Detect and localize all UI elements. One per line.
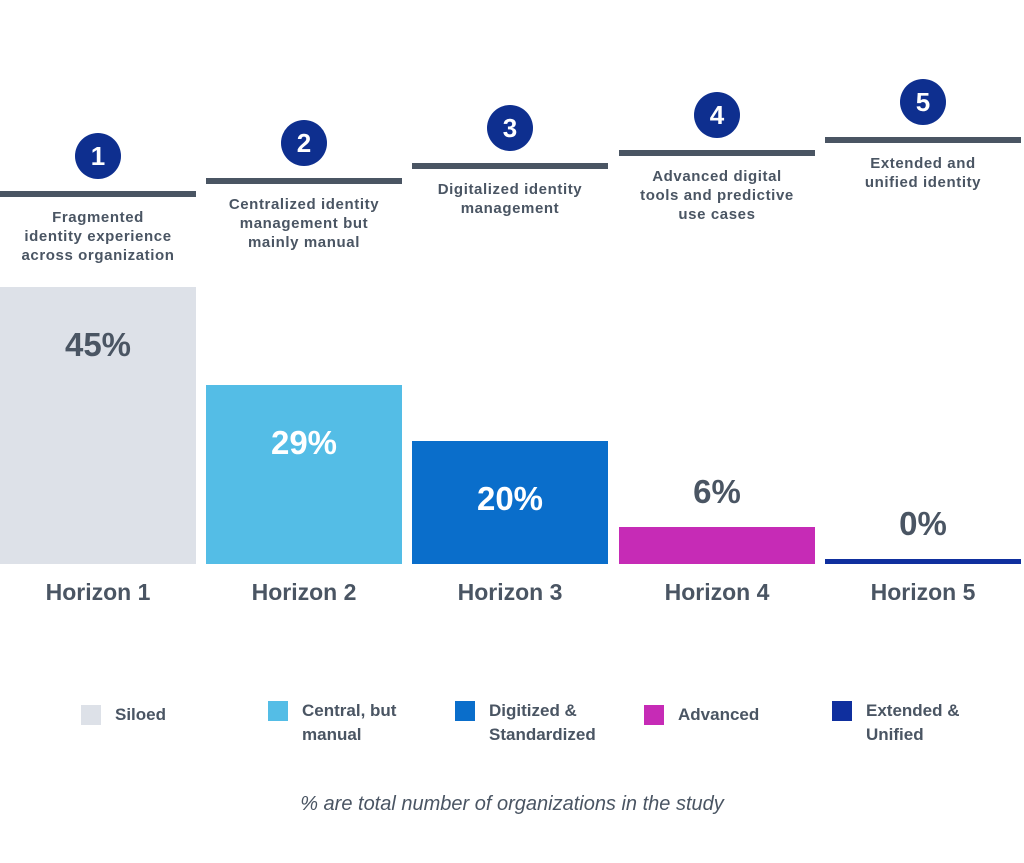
- header-rule: [619, 150, 815, 156]
- footnote: % are total number of organizations in t…: [300, 793, 724, 815]
- legend-label: Extended & Unified: [866, 701, 960, 744]
- category-label: Horizon 1: [45, 579, 151, 605]
- legend-label: Advanced: [678, 705, 760, 724]
- description-line: Advanced digital: [652, 168, 782, 185]
- description-line: across organization: [21, 247, 175, 264]
- description-line: mainly manual: [247, 234, 360, 251]
- description-line: unified identity: [864, 174, 982, 191]
- legend-swatch: [455, 701, 475, 721]
- category-label: Horizon 3: [457, 579, 563, 605]
- bar-horizon-5: [825, 559, 1021, 564]
- column-horizon-4: 4 Advanced digital tools and predictive use…: [619, 0, 815, 620]
- header-rule: [0, 191, 196, 197]
- category-label: Horizon 4: [664, 579, 770, 605]
- legend-swatch: [644, 705, 664, 725]
- description-line: management but: [239, 215, 369, 232]
- horizon-badge: 4: [694, 92, 740, 138]
- column-horizon-5: 5 Extended and unified identity 0% Horizon 5: [825, 0, 1021, 620]
- description-line: Digitalized identity: [437, 181, 583, 198]
- column-horizon-3: 3 Digitalized identity management 20% Horizo…: [412, 0, 608, 620]
- description-line: Centralized identity: [228, 196, 380, 213]
- horizon-badge: 1: [75, 133, 121, 179]
- header-rule: [412, 163, 608, 169]
- description-line: Fragmented: [52, 209, 144, 226]
- value-label: 0%: [899, 505, 947, 542]
- column-horizon-1: 1 Fragmented identity experience across org…: [0, 0, 196, 620]
- horizon-description: Fragmented identity experience across orga…: [4, 208, 192, 265]
- category-label: Horizon 5: [870, 579, 976, 605]
- description-line: Extended and: [870, 155, 976, 172]
- description-line: identity experience: [24, 228, 172, 245]
- value-label: 45%: [64, 326, 132, 363]
- description-line: tools and predictive: [640, 187, 794, 204]
- horizon-badge: 2: [281, 120, 327, 166]
- horizon-description: Digitalized identity management: [416, 180, 604, 218]
- legend-swatch: [832, 701, 852, 721]
- header-rule: [825, 137, 1021, 143]
- horizon-description: Extended and unified identity: [829, 154, 1017, 192]
- bar-horizon-3: [412, 440, 608, 564]
- horizon-description: Advanced digital tools and predictive use …: [623, 167, 811, 224]
- horizon-badge: 5: [900, 79, 946, 125]
- bar-horizon-1: [0, 287, 196, 564]
- horizon-description: Centralized identity management but mainly…: [210, 195, 398, 252]
- header-rule: [206, 178, 402, 184]
- legend-swatch: [268, 701, 288, 721]
- bar-horizon-2: [206, 385, 402, 564]
- legend-swatch: [81, 705, 101, 725]
- value-label: 29%: [270, 424, 338, 462]
- value-label: 20%: [476, 479, 544, 517]
- category-label: Horizon 2: [251, 579, 357, 605]
- legend-label: Siloed: [115, 705, 167, 724]
- legend-label: Digitized & Standardized: [489, 701, 596, 744]
- description-line: use cases: [678, 206, 756, 223]
- bar-horizon-4: [619, 527, 815, 564]
- value-label: 6%: [693, 473, 741, 511]
- horizon-badge: 3: [487, 105, 533, 151]
- column-horizon-2: 2 Centralized identity management but mainl…: [206, 0, 402, 620]
- description-line: management: [460, 200, 560, 217]
- legend-label: Central, but manual: [302, 701, 397, 744]
